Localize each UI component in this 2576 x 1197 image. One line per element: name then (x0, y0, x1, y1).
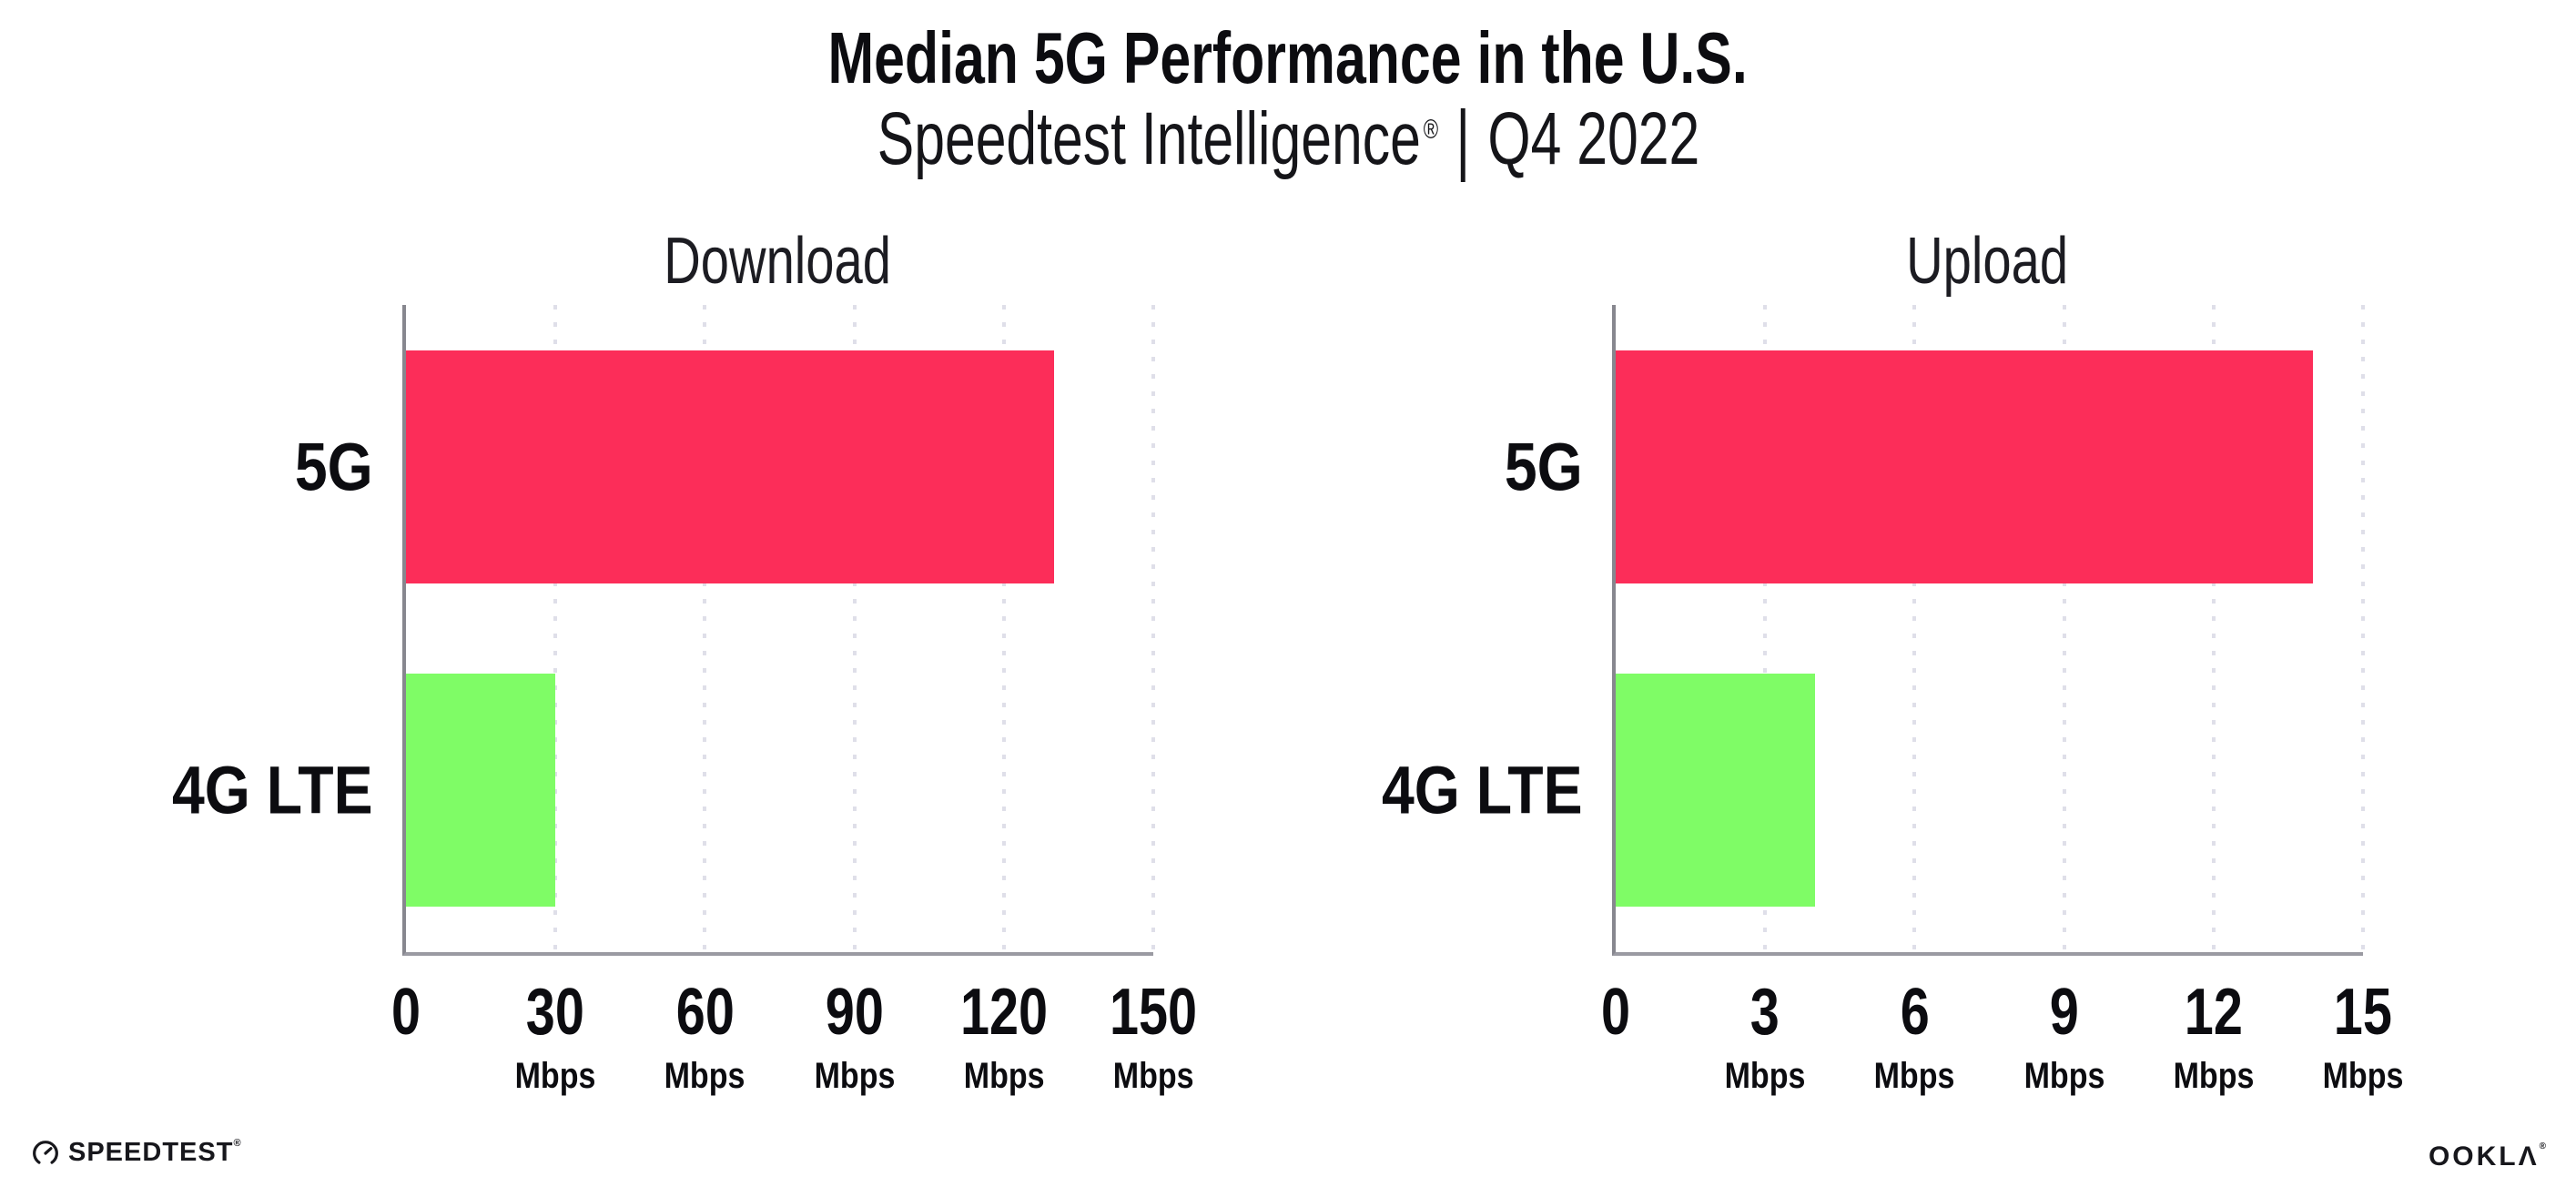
registered-mark: ® (1423, 114, 1438, 145)
bar-5g (1616, 350, 2314, 583)
gridline (1001, 305, 1006, 952)
x-tick-unit: Mbps (2173, 1056, 2255, 1096)
gridline (1912, 305, 1917, 952)
chart-title: Upload (1906, 225, 2069, 298)
x-tick-label: 0 (388, 979, 424, 1045)
gridline (2062, 305, 2066, 952)
x-tick-value: 150 (1109, 976, 1198, 1049)
x-tick-unit: Mbps (664, 1056, 745, 1096)
x-tick-label: 9 Mbps (2016, 979, 2111, 1094)
x-tick-value: 15 (2333, 976, 2393, 1049)
speedtest-logo: SPEEDTEST® (31, 1138, 242, 1168)
x-tick-value: 9 (2049, 976, 2079, 1049)
page-title: Median 5G Performance in the U.S. (827, 17, 1749, 98)
category-label-5g: 5G (295, 429, 373, 505)
x-tick-label: 150 Mbps (1099, 979, 1208, 1094)
download-chart: Download 0 30 Mbps 60 Mbps 90 Mbps 120 Mbps 150 Mb… (172, 0, 1197, 1197)
x-tick-label: 3 Mbps (1718, 979, 1812, 1094)
x-tick-value: 6 (1900, 976, 1930, 1049)
x-tick-unit: Mbps (2023, 1056, 2104, 1096)
bar-5g (406, 350, 1054, 583)
x-tick-unit: Mbps (814, 1056, 895, 1096)
plot-area: 0 30 Mbps 60 Mbps 90 Mbps 120 Mbps 150 Mbps 5G 4G LT… (172, 305, 1197, 1094)
bar-4g-lte (1616, 674, 1815, 908)
category-label-4g-lte: 4G LTE (172, 752, 373, 828)
subtitle-brand: Speedtest Intelligence (877, 97, 1421, 180)
x-tick-value: 0 (390, 976, 421, 1049)
x-tick-unit: Mbps (1874, 1056, 1955, 1096)
subtitle-separator: | (1455, 95, 1470, 183)
page-subtitle: Speedtest Intelligence® | Q4 2022 (0, 95, 2576, 183)
x-tick-unit: Mbps (2322, 1056, 2404, 1096)
speedtest-trademark: ® (233, 1138, 242, 1149)
gridline (553, 305, 558, 952)
gridline (1763, 305, 1768, 952)
speedtest-logo-text: SPEEDTEST (68, 1138, 234, 1167)
chart-title: Download (664, 225, 892, 298)
x-tick-label: 60 Mbps (657, 979, 752, 1094)
x-tick-value: 3 (1750, 976, 1780, 1049)
x-tick-value: 90 (825, 976, 884, 1049)
x-tick-label: 15 Mbps (2316, 979, 2410, 1094)
x-tick-unit: Mbps (963, 1056, 1045, 1096)
category-label-5g: 5G (1505, 429, 1583, 505)
ookla-logo-text: OOKLΛ (2428, 1141, 2540, 1172)
subtitle-period: Q4 2022 (1486, 97, 1699, 180)
x-tick-label: 0 (1597, 979, 1634, 1045)
x-tick-value: 30 (526, 976, 585, 1049)
gridline (703, 305, 707, 952)
plot-area: 0 3 Mbps 6 Mbps 9 Mbps 12 Mbps 15 Mbps 5G 4G LTE (1382, 305, 2403, 1094)
ookla-logo: OOKLΛ® (2429, 1141, 2549, 1172)
x-tick-label: 120 Mbps (949, 979, 1059, 1094)
speedtest-gauge-icon (33, 1140, 58, 1164)
x-tick-label: 90 Mbps (806, 979, 901, 1094)
gridline (2361, 305, 2365, 952)
x-tick-value: 120 (959, 976, 1048, 1049)
upload-chart: Upload 0 3 Mbps 6 Mbps 9 Mbps 12 Mbps 15 Mbps 5G 4G … (1382, 0, 2403, 1197)
bar-4g-lte (406, 674, 556, 908)
header: Median 5G Performance in the U.S. (0, 16, 2576, 100)
gridline (1151, 305, 1155, 952)
x-tick-label: 6 Mbps (1867, 979, 1962, 1094)
x-tick-value: 12 (2184, 976, 2243, 1049)
x-tick-unit: Mbps (1724, 1056, 1806, 1096)
category-label-4g-lte: 4G LTE (1382, 752, 1583, 828)
x-tick-value: 0 (1600, 976, 1631, 1049)
x-tick-unit: Mbps (1112, 1056, 1194, 1096)
x-tick-label: 30 Mbps (508, 979, 603, 1094)
x-tick-label: 12 Mbps (2166, 979, 2261, 1094)
x-tick-value: 60 (675, 976, 735, 1049)
ookla-registered-mark: ® (2539, 1141, 2549, 1151)
gridline (852, 305, 857, 952)
gridline (2211, 305, 2216, 952)
x-tick-unit: Mbps (514, 1056, 596, 1096)
